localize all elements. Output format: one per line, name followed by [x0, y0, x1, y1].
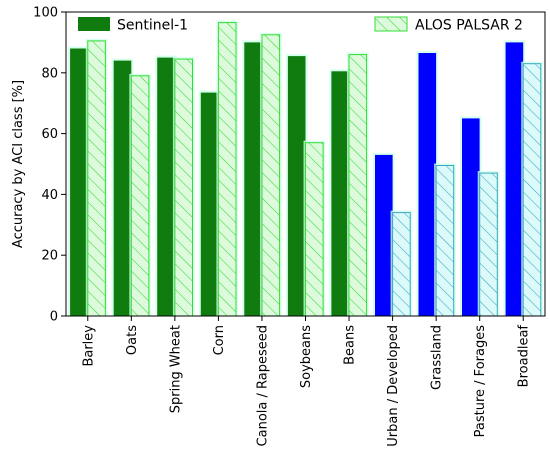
bar-alos-palsar-2-pasture-forages	[479, 172, 498, 317]
x-tick-label-oats: Oats	[125, 325, 140, 355]
x-tick-label-grassland: Grassland	[430, 325, 445, 390]
bar-alos-palsar-2-barley	[87, 40, 106, 317]
bar-sentinel-1-barley	[70, 48, 88, 316]
y-tick-label: 100	[33, 6, 58, 21]
bar-sentinel-1-broadleaf	[505, 42, 524, 317]
bar-alos-palsar-2-broadleaf	[522, 63, 542, 317]
bar-sentinel-1-spring-wheat	[157, 57, 175, 316]
bar-alos-palsar-2-urban-developed	[392, 212, 411, 317]
bar-alos-palsar-2-beans	[348, 54, 368, 317]
bar-sentinel-1-beans	[331, 71, 349, 316]
y-tick-label: 20	[41, 249, 58, 264]
y-tick-label: 60	[41, 127, 58, 142]
bar-alos-palsar-2-grassland	[435, 165, 455, 317]
x-tick-label-soybeans: Soybeans	[299, 325, 314, 388]
x-tick-label-spring-wheat: Spring Wheat	[168, 325, 183, 413]
x-tick-label-beans: Beans	[343, 325, 358, 365]
bar-sentinel-1-grassland	[418, 53, 437, 316]
legend: Sentinel-1 ALOS PALSAR 2	[78, 16, 523, 34]
y-axis-label: Accuracy by ACI class [%]	[11, 80, 26, 248]
legend-label-sentinel-1: Sentinel-1	[117, 18, 188, 34]
x-axis: Barley Oats Spring Wheat Corn Canola / Rapes…	[81, 316, 532, 447]
y-tick-label: 40	[41, 188, 58, 203]
x-tick-label-corn: Corn	[212, 325, 227, 355]
y-tick-label: 0	[50, 310, 58, 325]
bar-alos-palsar-2-corn	[217, 22, 237, 317]
bar-alos-palsar-2-oats	[130, 75, 150, 317]
bar-sentinel-1-corn	[200, 92, 219, 316]
bar-alos-palsar-2-canola-rapeseed	[261, 34, 281, 317]
bar-sentinel-1-pasture-forages	[462, 118, 480, 317]
bar-sentinel-1-oats	[113, 60, 132, 316]
bar-sentinel-1-canola-rapeseed	[244, 42, 262, 317]
bar-alos-palsar-2-spring-wheat	[174, 58, 193, 317]
y-axis: 0 20 40 60 80 100	[33, 6, 66, 325]
x-tick-label-urban-developed: Urban / Developed	[386, 325, 401, 447]
legend-swatch-sentinel-1	[78, 17, 110, 31]
x-tick-label-canola-rapeseed: Canola / Rapeseed	[255, 325, 270, 446]
bar-alos-palsar-2-soybeans	[305, 142, 324, 317]
bars-group	[68, 20, 543, 317]
x-tick-label-barley: Barley	[81, 325, 96, 367]
x-tick-label-broadleaf: Broadleaf	[517, 325, 532, 388]
bar-sentinel-1-urban-developed	[375, 154, 393, 316]
legend-label-alos-palsar-2: ALOS PALSAR 2	[415, 18, 523, 34]
bar-sentinel-1-soybeans	[287, 56, 306, 316]
legend-swatch-alos-palsar-2	[374, 16, 408, 32]
y-tick-label: 80	[41, 66, 58, 81]
x-tick-label-pasture-forages: Pasture / Forages	[473, 325, 488, 438]
